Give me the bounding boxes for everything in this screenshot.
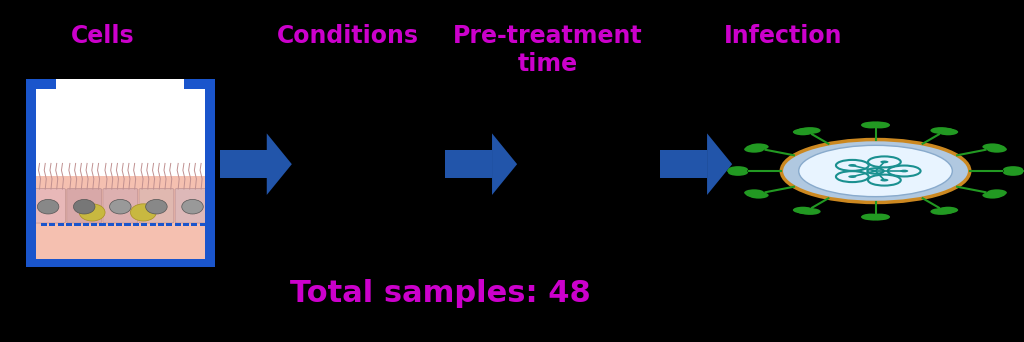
Bar (133, 223, 139, 226)
Circle shape (744, 146, 764, 153)
Bar (49, 223, 55, 226)
Circle shape (745, 191, 766, 197)
Circle shape (870, 122, 890, 128)
Bar (183, 223, 189, 226)
Circle shape (728, 166, 748, 173)
Bar (125, 223, 131, 226)
Circle shape (799, 145, 952, 197)
Circle shape (749, 143, 769, 150)
Circle shape (938, 129, 958, 135)
Circle shape (861, 122, 881, 128)
Bar (83, 223, 89, 226)
Text: Cells: Cells (71, 24, 134, 48)
Bar (41, 223, 47, 226)
Circle shape (935, 128, 954, 134)
Bar (66, 223, 72, 226)
Bar (26, 79, 56, 89)
Circle shape (727, 168, 748, 174)
Ellipse shape (79, 204, 105, 221)
FancyBboxPatch shape (175, 188, 210, 223)
Circle shape (744, 189, 764, 196)
Bar (116, 223, 122, 226)
PathPatch shape (492, 133, 517, 195)
Circle shape (900, 170, 908, 172)
FancyBboxPatch shape (139, 188, 174, 223)
Circle shape (865, 214, 886, 221)
Circle shape (985, 191, 1006, 197)
Circle shape (935, 208, 954, 214)
Ellipse shape (182, 199, 203, 214)
Circle shape (865, 121, 886, 128)
FancyBboxPatch shape (660, 150, 707, 178)
FancyBboxPatch shape (31, 188, 66, 223)
Circle shape (987, 146, 1007, 153)
Circle shape (982, 143, 1002, 150)
Bar (91, 223, 97, 226)
Circle shape (1004, 166, 1023, 173)
Circle shape (848, 175, 856, 178)
Bar (205, 79, 215, 267)
Circle shape (870, 214, 890, 220)
Circle shape (985, 145, 1006, 151)
Circle shape (745, 145, 766, 151)
Bar (26, 176, 215, 267)
Text: Infection: Infection (724, 24, 843, 48)
Circle shape (801, 208, 820, 215)
Bar (191, 223, 198, 226)
Bar (184, 79, 215, 89)
Bar (57, 223, 63, 226)
Circle shape (793, 129, 813, 135)
FancyBboxPatch shape (445, 150, 492, 178)
Circle shape (848, 164, 856, 167)
Bar (26, 79, 215, 267)
Circle shape (781, 140, 970, 202)
Circle shape (881, 160, 889, 163)
Bar (150, 223, 156, 226)
Bar (166, 223, 172, 226)
Ellipse shape (110, 199, 131, 214)
PathPatch shape (266, 133, 292, 195)
Ellipse shape (74, 199, 95, 214)
PathPatch shape (707, 133, 732, 195)
Bar (26, 79, 36, 267)
Circle shape (1004, 169, 1023, 176)
Bar (141, 223, 147, 226)
Ellipse shape (37, 199, 59, 214)
Ellipse shape (145, 199, 167, 214)
Bar (75, 223, 81, 226)
Circle shape (797, 208, 816, 214)
Bar (175, 223, 181, 226)
Circle shape (797, 128, 816, 134)
Circle shape (931, 208, 950, 215)
Circle shape (793, 207, 813, 213)
Bar (200, 223, 206, 226)
Ellipse shape (130, 204, 157, 221)
Circle shape (881, 179, 889, 182)
Text: Conditions: Conditions (278, 24, 419, 48)
Circle shape (982, 192, 1002, 199)
Bar (26, 259, 215, 267)
Circle shape (861, 214, 881, 220)
FancyBboxPatch shape (102, 188, 137, 223)
Circle shape (801, 127, 820, 134)
Circle shape (1004, 168, 1024, 174)
Circle shape (749, 192, 769, 199)
Text: Pre-treatment
time: Pre-treatment time (453, 24, 643, 76)
Circle shape (728, 169, 748, 176)
Circle shape (931, 127, 950, 134)
Bar (99, 223, 105, 226)
FancyBboxPatch shape (67, 188, 101, 223)
Text: Total samples: 48: Total samples: 48 (290, 279, 591, 308)
FancyBboxPatch shape (220, 150, 266, 178)
Bar (158, 223, 164, 226)
Circle shape (938, 207, 958, 213)
Bar (108, 223, 114, 226)
Circle shape (987, 189, 1007, 196)
